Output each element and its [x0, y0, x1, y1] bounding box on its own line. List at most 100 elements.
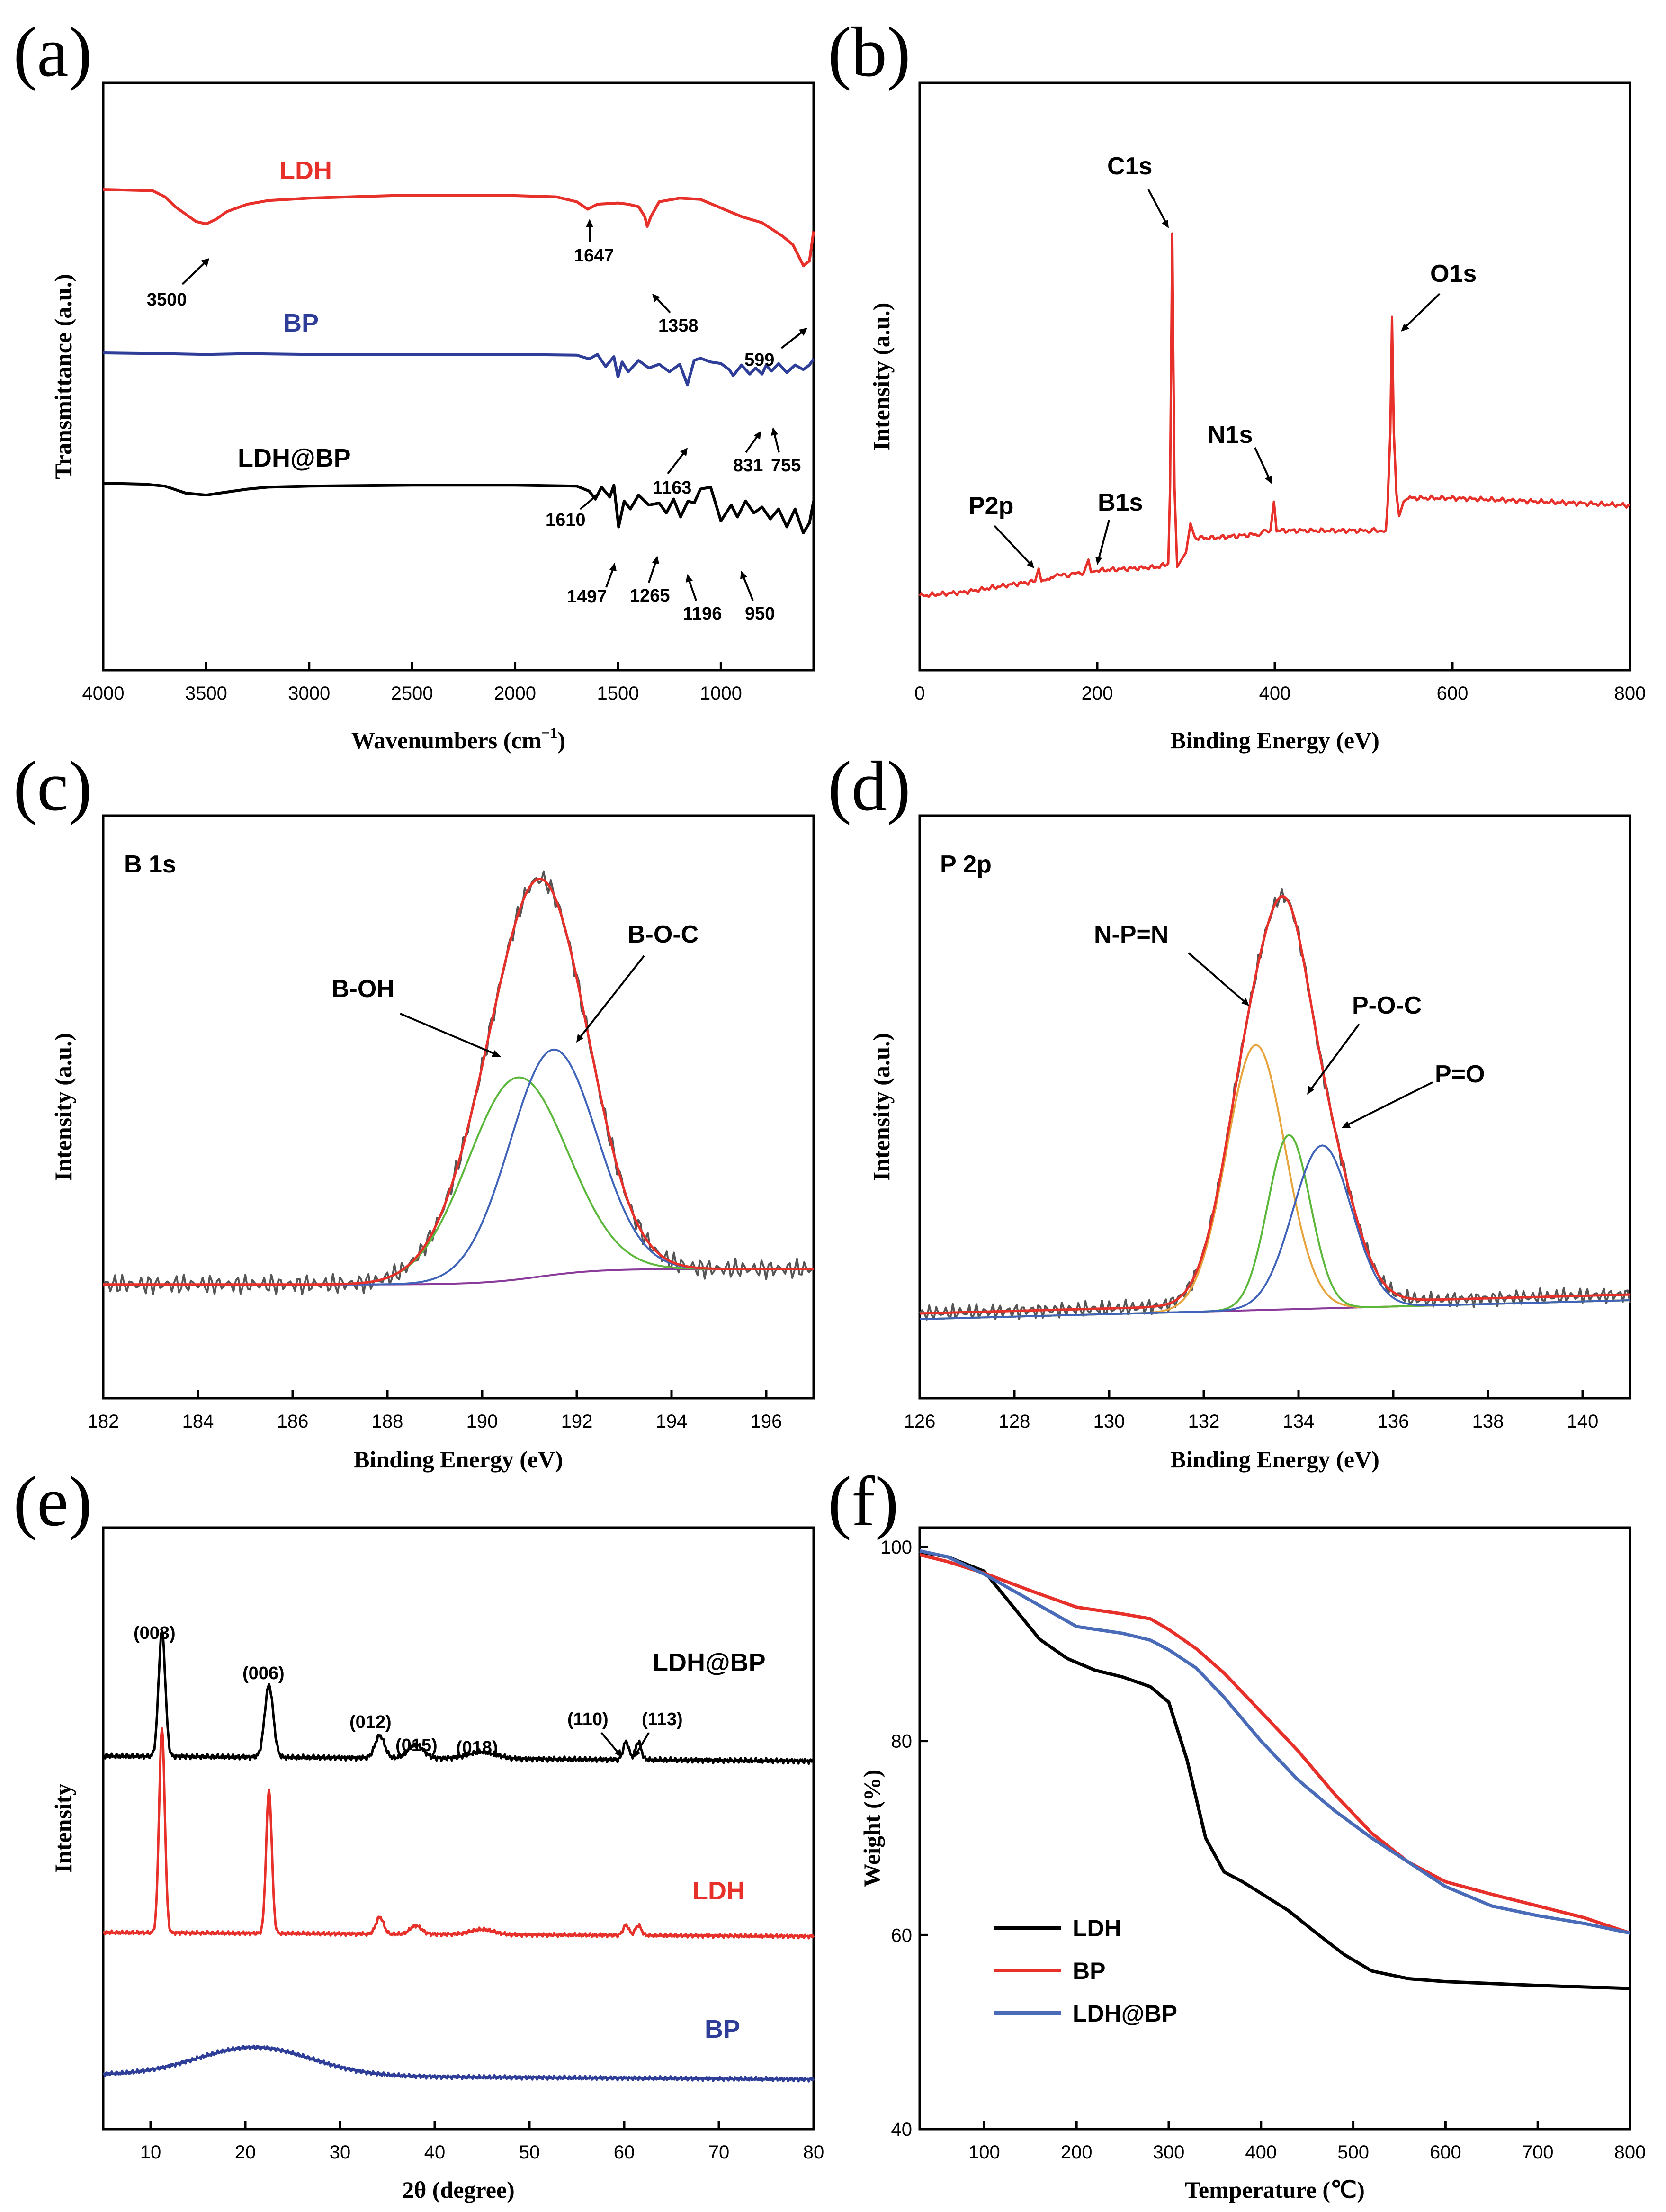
peak-label-755: 755	[771, 456, 801, 476]
x-tick-label: 20	[235, 2142, 256, 2163]
peak-arrow-755	[773, 433, 780, 453]
y-tick-label: 40	[891, 2119, 913, 2140]
panel-f-frame	[918, 1526, 1631, 2131]
x-tick-label: 40	[424, 2142, 446, 2163]
arrowhead	[1162, 220, 1169, 228]
arrowhead	[1095, 557, 1102, 565]
peak-label-p-o: P=O	[1435, 1061, 1485, 1088]
peak-arrow-b-oh	[400, 1013, 495, 1055]
peak-label-p2p: P2p	[968, 492, 1013, 520]
x-tick-label: 1500	[597, 683, 639, 704]
peak-arrow-1610	[579, 496, 595, 510]
series-raw-data-line	[102, 870, 815, 1296]
peak-arrow-n1s	[1254, 447, 1270, 479]
legend-label-ldhbp: LDH@BP	[1073, 2000, 1177, 2027]
arrowhead	[609, 563, 617, 571]
peak-arrow-b1s	[1098, 520, 1110, 559]
series-ldh-bp-line	[103, 482, 815, 534]
panel-e: (e) 10 20 30 40 50 60 70 80 2θ (degree) Intensi…	[13, 1462, 824, 2203]
x-tick-label: 188	[372, 1411, 403, 1432]
x-tick-label: 184	[182, 1411, 214, 1432]
panel-d-ylabel: Intensity (a.u.)	[868, 1033, 895, 1181]
peak-label-b1s: B1s	[1098, 489, 1143, 516]
panel-c-ylabel: Intensity (a.u.)	[50, 1033, 76, 1181]
panel-f: (f) 100 200 300 400 500 600 700 800 40 60 80 100 Te…	[828, 1462, 1646, 2203]
panel-d-peak-annotations: N-P=N P-O-C P=O	[1094, 921, 1485, 1128]
panel-e-label-ldh: LDH	[692, 1877, 745, 1905]
x-tick-label: 132	[1188, 1411, 1220, 1432]
panel-e-letter: (e)	[13, 1462, 92, 1541]
peak-label-110: (110)	[567, 1709, 609, 1729]
peak-label-b-oh: B-OH	[331, 975, 394, 1003]
x-tick-label: 500	[1337, 2142, 1369, 2163]
panel-d-curves	[919, 888, 1631, 1321]
peak-label-p-o-c: P-O-C	[1352, 992, 1422, 1019]
peak-label-015: (015)	[395, 1735, 438, 1755]
x-tick-label: 0	[914, 683, 925, 704]
panel-c-xlabel: Binding Energy (eV)	[354, 1446, 563, 1473]
panel-d-xlabel: Binding Energy (eV)	[1170, 1446, 1379, 1473]
x-tick-label: 400	[1259, 683, 1291, 704]
series-bp-line	[103, 2044, 815, 2083]
panel-e-peak-annotations: (003) (006) (012) (015) (018) (110) (113…	[134, 1623, 683, 1758]
panel-a-peak-annotations: 3500 1647 1358 599 1163 831 755 1610 149…	[147, 219, 807, 624]
panel-e-frame	[102, 1526, 815, 2131]
peak-label-1358: 1358	[658, 316, 699, 336]
series-ldh-line	[103, 1727, 815, 1940]
panel-a: (a) 4000 3500 3000 2500 2000 1500 1000 Wavenum…	[13, 13, 815, 754]
y-tick-label: 80	[891, 1731, 913, 1752]
panel-c-peak-annotations: B-OH B-O-C	[331, 921, 699, 1057]
x-tick-label: 3000	[288, 683, 330, 704]
panel-a-xlabel: Wavenumbers (cm−1)	[351, 724, 565, 754]
arrowhead	[799, 328, 807, 336]
peak-label-012: (012)	[349, 1712, 392, 1732]
peak-arrow-3500	[181, 262, 206, 285]
x-tick-label: 196	[751, 1411, 782, 1432]
series-envelope-line	[103, 877, 814, 1286]
panel-a-label-ldhbp: LDH@BP	[238, 444, 351, 472]
peak-label-113: (113)	[642, 1709, 683, 1729]
arrowhead	[634, 1749, 641, 1758]
series-b-oh-fit-line	[103, 1076, 814, 1286]
peak-label-o1s: O1s	[1430, 260, 1477, 288]
series-n-p-n-fit-line	[919, 1044, 1630, 1320]
x-tick-label: 140	[1567, 1411, 1599, 1432]
arrowhead	[586, 219, 593, 227]
x-tick-label: 190	[466, 1411, 498, 1432]
panel-d-ticks: 126 128 130 132 134 136 138 140	[904, 1390, 1599, 1432]
panel-a-letter: (a)	[13, 13, 92, 91]
panel-d-frame	[918, 814, 1631, 1400]
peak-arrow-950	[743, 576, 754, 601]
panel-c-letter: (c)	[13, 747, 92, 826]
series-p-o-fit-line	[919, 1144, 1630, 1320]
peak-label-n-p-n: N-P=N	[1094, 921, 1168, 948]
arrowhead	[1027, 560, 1034, 568]
panel-c-frame	[102, 814, 815, 1400]
arrowhead	[1401, 324, 1409, 332]
panel-b-ylabel: Intensity (a.u.)	[868, 303, 895, 451]
legend-label-ldh: LDH	[1073, 1915, 1121, 1942]
peak-arrow-p-o-c	[1310, 1023, 1360, 1090]
panel-f-letter: (f)	[828, 1462, 899, 1541]
panel-b-letter: (b)	[828, 13, 911, 91]
panel-c-ticks: 182 184 186 188 190 192 194 196	[88, 1390, 782, 1432]
x-tick-label: 80	[803, 2142, 824, 2163]
panel-d-letter: (d)	[828, 747, 911, 826]
peak-arrow-o1s	[1405, 293, 1441, 328]
panel-a-ylabel: Transmittance (a.u.)	[50, 274, 76, 479]
x-tick-label: 1000	[700, 683, 742, 704]
panel-b: (b) 0 200 400 600 800 Binding Energy (eV) In…	[828, 13, 1646, 754]
panel-f-curves	[919, 1549, 1631, 1990]
peak-arrow-p-o	[1347, 1081, 1433, 1126]
peak-label-1497: 1497	[567, 587, 607, 607]
x-tick-label: 128	[999, 1411, 1030, 1432]
panel-e-ylabel: Intensity	[50, 1784, 76, 1873]
arrowhead	[615, 1749, 622, 1757]
panel-c-curves	[102, 870, 815, 1296]
x-tick-label: 70	[708, 2142, 730, 2163]
x-tick-label: 200	[1061, 2142, 1093, 2163]
series-bp-line	[919, 1553, 1631, 1935]
y-tick-label: 100	[880, 1537, 912, 1558]
x-tick-label: 138	[1472, 1411, 1504, 1432]
peak-label-018: (018)	[456, 1738, 498, 1758]
